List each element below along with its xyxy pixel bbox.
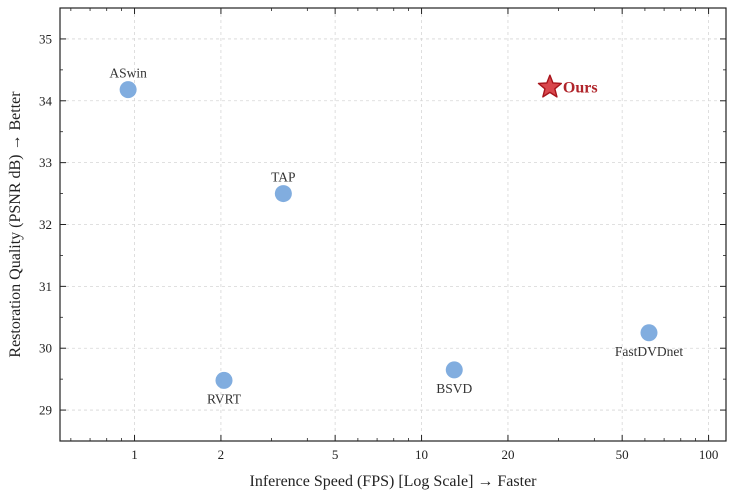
point-bsvd: [445, 361, 463, 379]
grid-lines: [60, 8, 726, 441]
x-tick-label: 1: [131, 447, 138, 462]
x-tick-label: 100: [699, 447, 719, 462]
point-label-aswin: ASwin: [109, 66, 147, 81]
x-tick-label: 20: [501, 447, 514, 462]
axis-ticks: [60, 7, 726, 442]
y-tick-label: 31: [39, 279, 52, 294]
point-label-rvrt: RVRT: [207, 391, 242, 406]
point-label-tap: TAP: [271, 170, 295, 185]
y-axis-label: Restoration Quality (PSNR dB) → Better: [7, 91, 24, 358]
y-tick-label: 30: [39, 341, 52, 356]
x-axis-label: Inference Speed (FPS) [Log Scale] → Fast…: [249, 473, 537, 490]
x-tick-label: 10: [415, 447, 428, 462]
y-tick-label: 33: [39, 155, 52, 170]
point-label-bsvd: BSVD: [436, 381, 472, 396]
point-tap: [274, 185, 292, 203]
y-tick-label: 35: [39, 31, 52, 46]
y-tick-label: 29: [39, 403, 52, 418]
data-points: ASwin TAP RVRT BSVD FastDVDnet Ours: [109, 66, 683, 407]
point-aswin: [119, 81, 137, 99]
x-tick-label: 2: [218, 447, 225, 462]
x-tick-labels: 1 2 5 10 20 50 100: [131, 447, 718, 462]
point-label-ours: Ours: [563, 80, 598, 97]
point-fastdvdnet: [640, 324, 658, 342]
point-ours-star-marker: [537, 74, 563, 98]
y-tick-label: 32: [39, 217, 52, 232]
y-tick-labels: 29 30 31 32 33 34 35: [39, 31, 53, 417]
point-label-fastdvdnet: FastDVDnet: [615, 344, 683, 359]
point-rvrt: [215, 371, 233, 389]
y-tick-label: 34: [39, 93, 53, 108]
x-tick-label: 50: [616, 447, 629, 462]
x-tick-label: 5: [332, 447, 339, 462]
